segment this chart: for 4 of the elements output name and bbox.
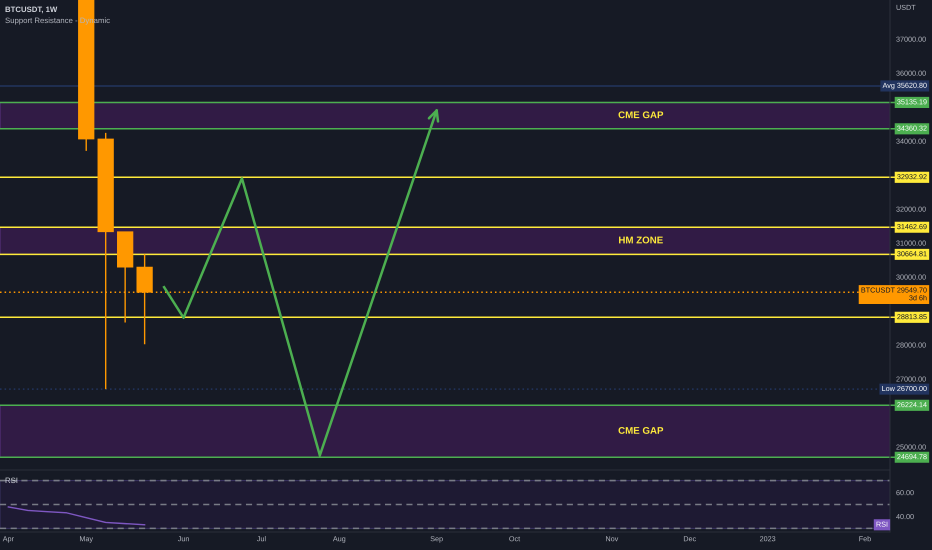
band-label: CME GAP xyxy=(618,111,664,118)
band-label: CME GAP xyxy=(618,427,664,434)
band-label: HM ZONE xyxy=(619,236,663,244)
line-series xyxy=(8,506,146,526)
